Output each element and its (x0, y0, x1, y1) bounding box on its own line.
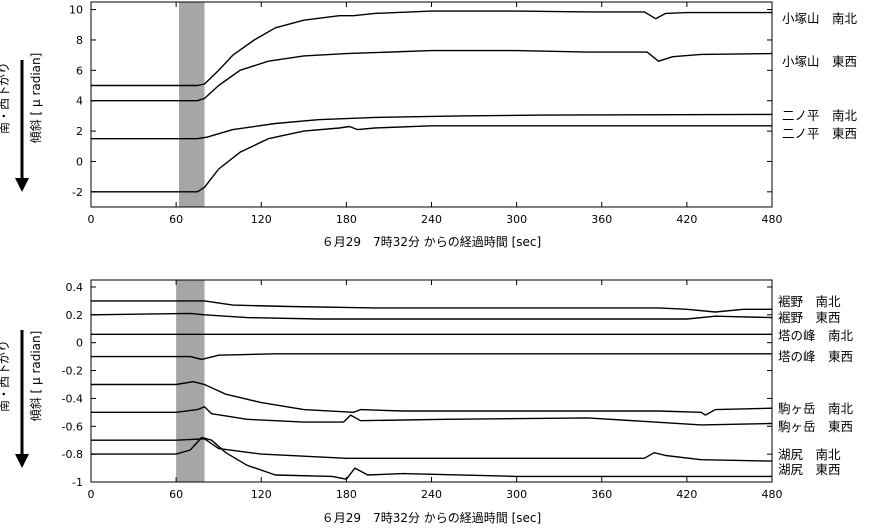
panel1-x-tick-label-1: 0 (88, 213, 95, 226)
panel1-x-tick-label-7: 360 (591, 213, 612, 226)
panel2-x-tick-label-9: 480 (762, 488, 783, 501)
panel1-y-tick-label-7: 10 (69, 4, 83, 17)
panel1-y-tick-label-6: 8 (76, 34, 83, 47)
panel1-y-direction-label: 南・西下がり (0, 62, 11, 134)
panel1-x-tick-label-4: 180 (336, 213, 357, 226)
panel1-y-tick-label-1: -2 (72, 186, 83, 199)
panel2-x-tick-label-8: 420 (676, 488, 697, 501)
panel1-x-axis-label: ６月29 7時32分 からの経過時間 [sec] (322, 235, 541, 249)
panel2-y-tick-label-1: 0.4 (66, 281, 84, 294)
panel2-y-tick-label-6: -0.6 (62, 420, 83, 433)
panel1-x-tick-label-6: 300 (506, 213, 527, 226)
panel1-x-tick-label-2: 60 (169, 213, 183, 226)
panel2-x-axis-label: ６月29 7時32分 からの経過時間 [sec] (322, 511, 541, 525)
panel2-x-tick-label-2: 60 (169, 488, 183, 501)
panel1-x-tick-label-3: 120 (251, 213, 272, 226)
panel2-series-line-4 (91, 353, 772, 361)
panel1-series-label-3: 二ノ平 南北 (782, 108, 858, 123)
panel1-y-tick-label-4: 4 (76, 95, 83, 108)
panel2-y-tick-label-7: -0.8 (62, 448, 83, 461)
panel2-x-tick-label-3: 120 (251, 488, 272, 501)
panel1-series-line-2 (91, 49, 773, 102)
panel2-y-tick-label-5: -0.4 (62, 392, 83, 405)
panel2-y-tick-label-4: -0.2 (62, 365, 83, 378)
panel2-x-tick-label-7: 360 (591, 488, 612, 501)
panel2-series-line-8 (91, 436, 772, 480)
panel1-x-tick-label-8: 420 (676, 213, 697, 226)
panel2-series-line-1 (91, 300, 772, 313)
panel2-x-tick-label-1: 0 (88, 488, 95, 501)
panel2-x-tick-label-5: 240 (421, 488, 442, 501)
panel2-y-tick-label-3: 0 (76, 337, 83, 350)
panel2-series-label-5: 駒ヶ岳 南北 (778, 401, 854, 416)
panel2-series-line-6 (91, 406, 773, 426)
panel2-x-tick-label-4: 180 (336, 488, 357, 501)
panel2-series-line-5 (91, 381, 773, 416)
panel1-y-axis-label: 傾斜 [ μ radian] (29, 53, 43, 144)
panel1-down-arrow-icon (15, 178, 29, 192)
panel1-series-line-3 (91, 113, 773, 140)
panel2-series-label-1: 裾野 南北 (778, 294, 841, 309)
panel1-y-tick-label-3: 2 (76, 125, 83, 138)
panel1-series-line-4 (91, 125, 772, 193)
panel2-series-label-8: 湖尻 東西 (778, 462, 841, 477)
panel2-series-label-2: 裾野 東西 (778, 310, 841, 325)
panel1-shaded-span (178, 2, 205, 207)
panel2-down-arrow-icon (15, 454, 29, 468)
panel1-y-tick-label-2: 0 (76, 155, 83, 168)
panel2-series-label-6: 駒ヶ岳 東西 (778, 419, 853, 434)
panel2-y-direction-label: 南・西下がり (0, 340, 11, 412)
panel2-series-label-7: 湖尻 南北 (778, 447, 841, 462)
panel2-shaded-span (176, 280, 205, 482)
panel1-series-label-4: 二ノ平 東西 (782, 126, 857, 141)
panel1-series-line-1 (91, 10, 772, 87)
panel2-y-tick-label-2: 0.2 (66, 309, 84, 322)
panel1-x-tick-label-5: 240 (421, 213, 442, 226)
panel1-series-label-2: 小塚山 東西 (782, 54, 857, 69)
panel1-series-label-1: 小塚山 南北 (782, 11, 858, 26)
panel2-series-line-2 (90, 312, 773, 320)
panel1-x-tick-label-9: 480 (762, 213, 783, 226)
panel2-y-tick-label-8: -1 (72, 476, 83, 489)
panel2-y-axis-label: 傾斜 [ μ radian] (29, 331, 43, 422)
panel2-series-label-3: 塔の峰 南北 (778, 328, 854, 343)
panel1-y-tick-label-5: 6 (76, 64, 83, 77)
panel2-series-label-4: 塔の峰 東西 (778, 349, 853, 364)
panel2-x-tick-label-6: 300 (506, 488, 527, 501)
